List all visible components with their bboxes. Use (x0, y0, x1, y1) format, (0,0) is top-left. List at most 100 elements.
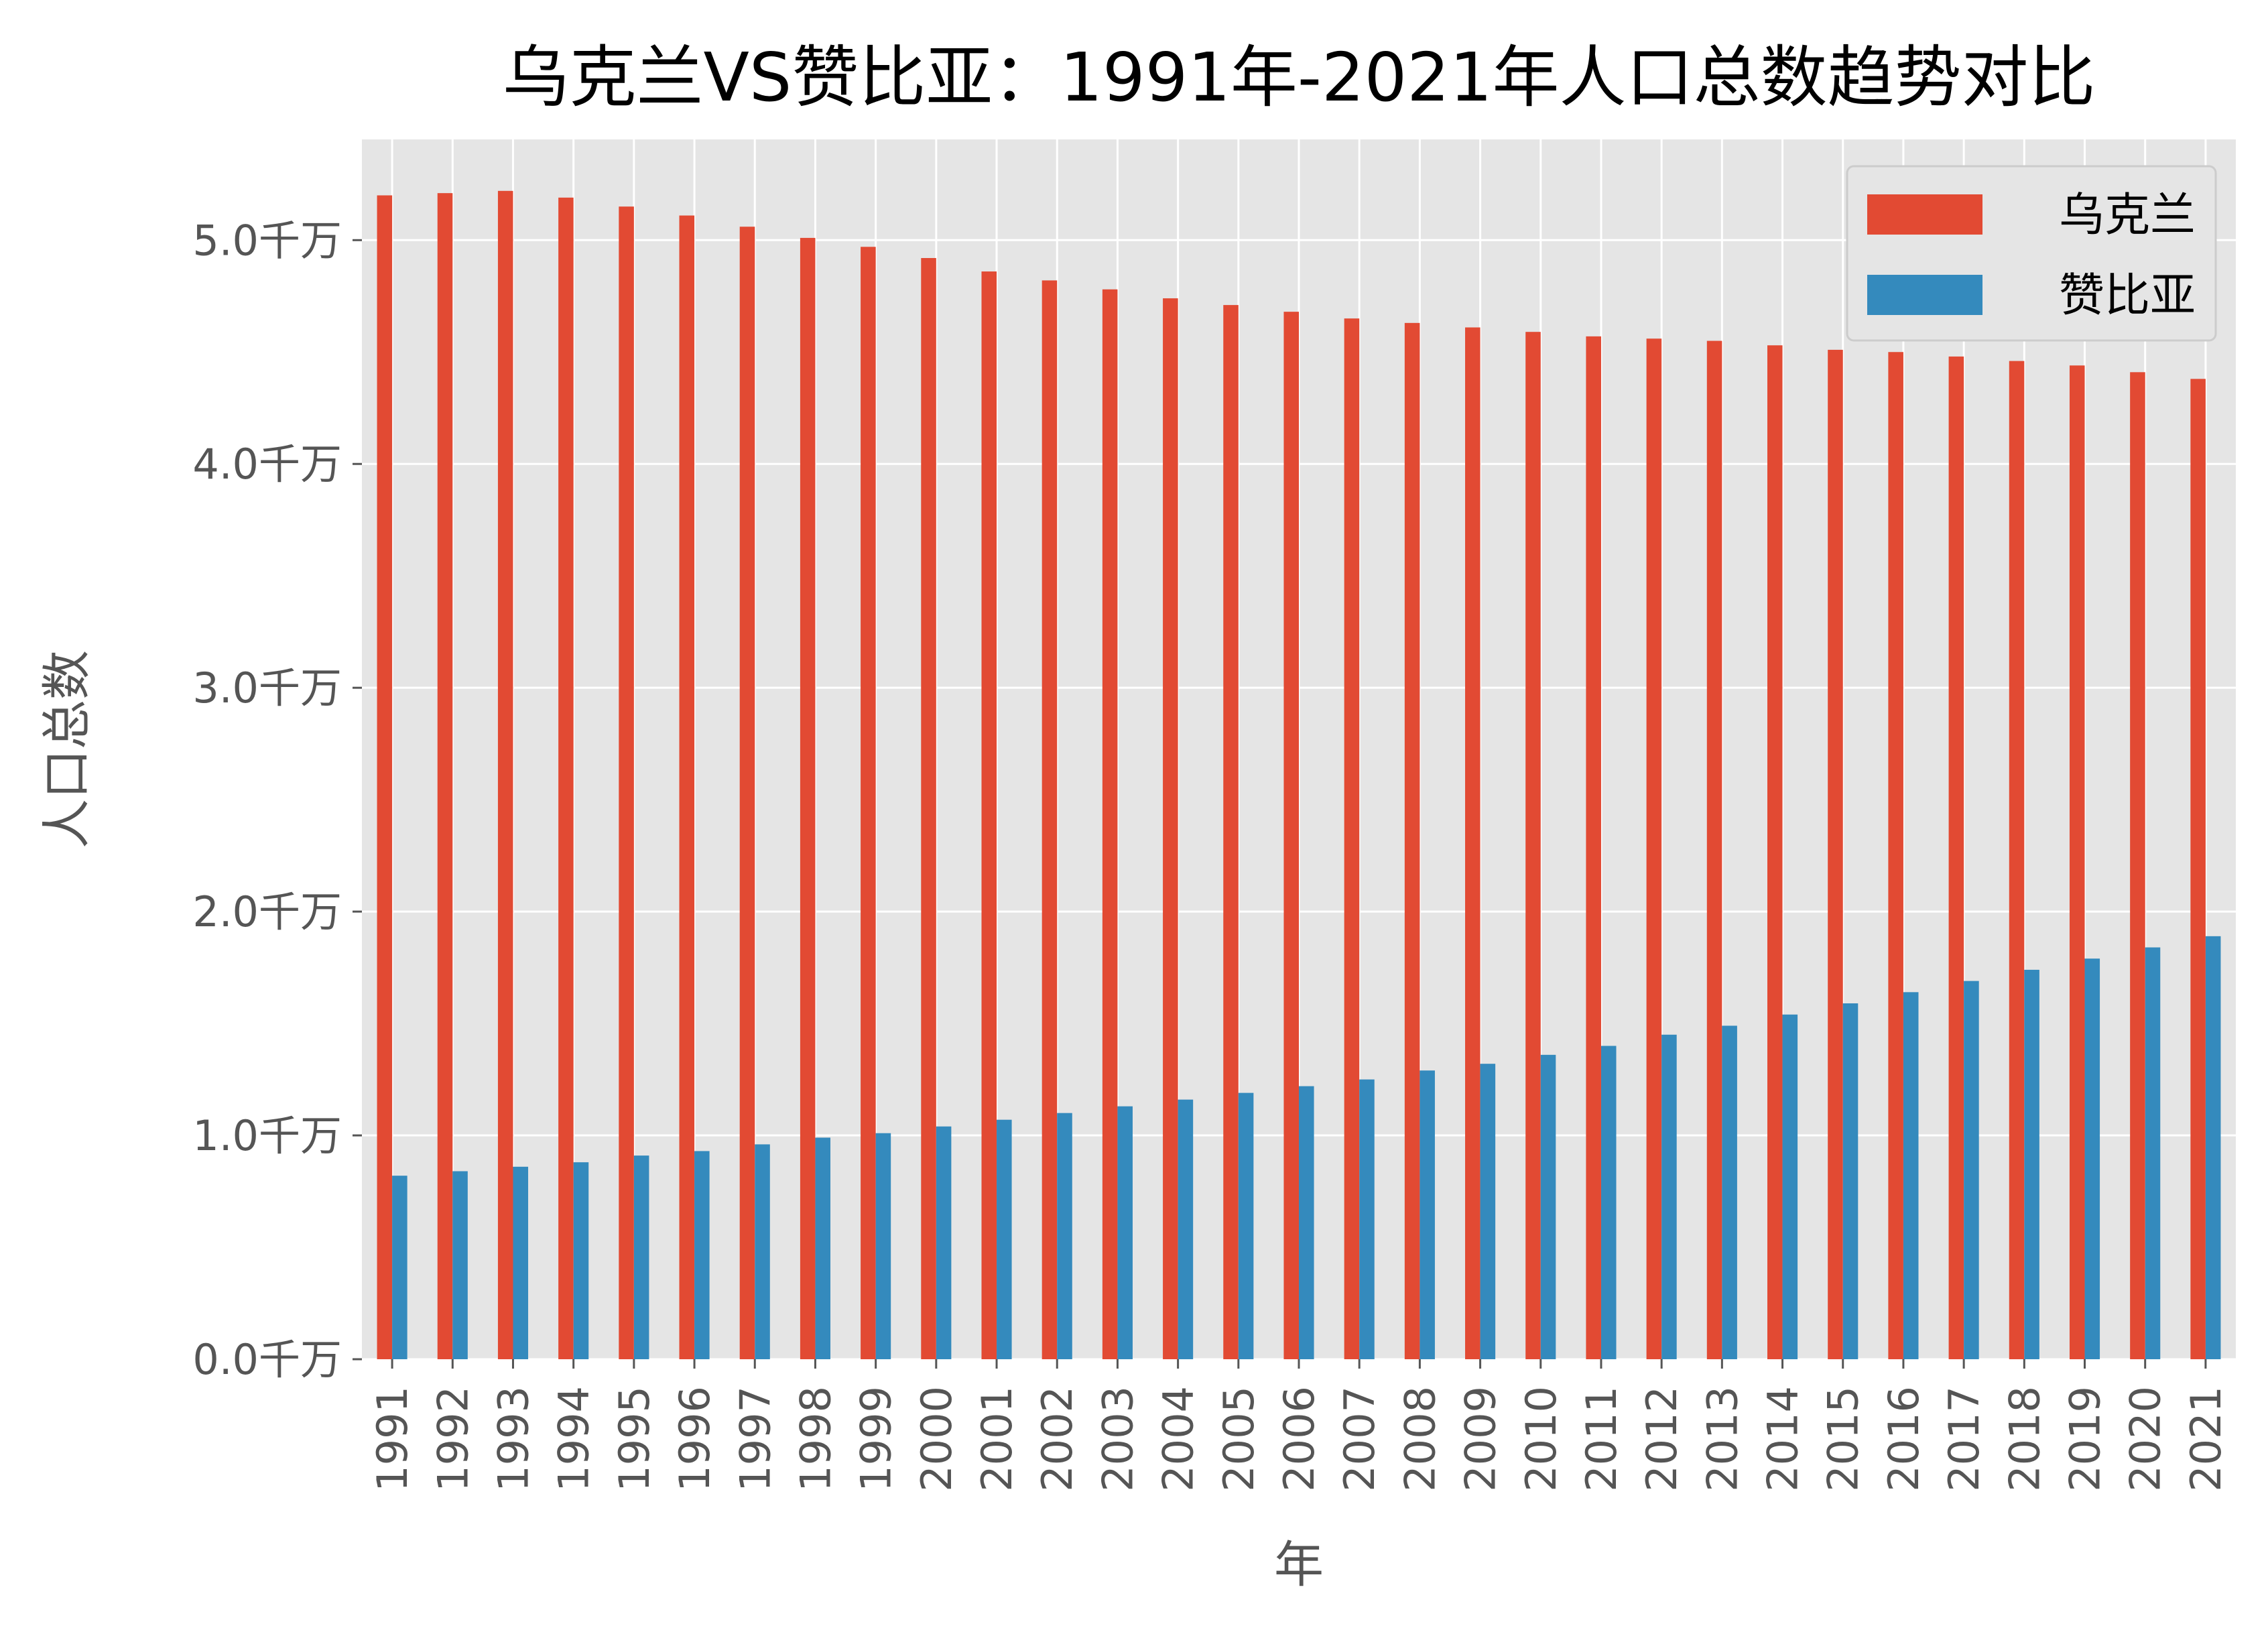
bar-0-1992 (437, 193, 453, 1360)
bar-0-1998 (800, 237, 816, 1359)
bar-0-2000 (921, 257, 936, 1359)
bar-0-2020 (2130, 372, 2145, 1359)
bar-0-2019 (2069, 365, 2085, 1359)
x-tick-label: 2001 (972, 1386, 1021, 1492)
bar-1-2021 (2205, 936, 2221, 1359)
x-tick-label: 2011 (1577, 1386, 1626, 1492)
bar-1-2015 (1842, 1003, 1858, 1359)
x-tick-label: 1998 (791, 1386, 840, 1492)
x-tick-label: 2004 (1154, 1386, 1203, 1492)
bar-1-2008 (1420, 1070, 1435, 1359)
x-tick-label: 1993 (489, 1386, 538, 1492)
x-tick-label: 2012 (1637, 1386, 1686, 1492)
bar-0-2015 (1828, 349, 1843, 1360)
x-tick-label: 2009 (1456, 1386, 1505, 1492)
x-tick-label: 2018 (2000, 1386, 2049, 1492)
x-tick-label: 2020 (2121, 1386, 2170, 1492)
bar-0-2006 (1283, 312, 1299, 1360)
x-tick-label: 1992 (428, 1386, 477, 1492)
bar-0-2017 (1948, 356, 1964, 1359)
bar-1-2018 (2024, 969, 2039, 1359)
bar-1-2013 (1722, 1025, 1737, 1359)
x-tick-label: 2017 (1940, 1386, 1989, 1492)
bar-1-1996 (694, 1151, 710, 1359)
y-axis-label: 人口总数 (38, 650, 96, 849)
bar-1-2011 (1600, 1046, 1617, 1359)
legend-swatch-0 (1867, 194, 1982, 235)
bar-1-2016 (1903, 992, 1919, 1359)
bar-1-1994 (573, 1162, 589, 1359)
bar-1-2001 (997, 1119, 1012, 1359)
bar-0-2021 (2190, 379, 2206, 1360)
x-axis: 1991 1992 1993 1994 1995 1996 1997 1998 1999 2000… (368, 1359, 2230, 1492)
x-tick-label: 2007 (1335, 1386, 1384, 1492)
x-tick-label: 1994 (550, 1386, 598, 1492)
bar-1-2003 (1117, 1106, 1133, 1359)
bar-0-2004 (1163, 298, 1178, 1359)
x-tick-label: 1997 (731, 1386, 779, 1492)
bar-1-1997 (755, 1144, 770, 1359)
bar-series-0 (377, 190, 2206, 1360)
x-tick-label: 1991 (368, 1386, 417, 1492)
chart-title: 乌克兰VS赞比亚：1991年-2021年人口总数趋势对比 (503, 38, 2096, 117)
bar-0-2002 (1042, 280, 1058, 1360)
legend-label-1: 赞比亚 (2059, 269, 2196, 322)
bar-1-1995 (633, 1155, 649, 1359)
bar-series-1 (392, 936, 2221, 1359)
bar-0-2014 (1767, 345, 1783, 1359)
x-tick-label: 1996 (670, 1386, 719, 1492)
bar-0-2005 (1223, 305, 1239, 1359)
y-axis: 0.0千万 1.0千万 2.0千万 3.0千万 4.0千万 5.0千万 (192, 216, 362, 1384)
x-tick-label: 2002 (1033, 1386, 1082, 1492)
bar-0-2012 (1646, 338, 1662, 1360)
x-tick-label: 2005 (1214, 1386, 1263, 1492)
bar-1-1993 (513, 1166, 529, 1359)
x-tick-label: 1995 (610, 1386, 659, 1492)
x-tick-label: 2010 (1517, 1386, 1566, 1492)
y-tick-label: 3.0千万 (192, 664, 342, 712)
bar-1-2009 (1480, 1064, 1496, 1359)
bar-1-2019 (2084, 958, 2100, 1359)
x-tick-label: 2013 (1698, 1386, 1747, 1492)
bar-1-2017 (1964, 981, 1979, 1359)
x-tick-label: 2016 (1879, 1386, 1928, 1492)
bar-1-1991 (392, 1176, 407, 1359)
bar-1-2007 (1359, 1079, 1375, 1359)
bar-0-2011 (1586, 336, 1601, 1359)
bar-1-1999 (875, 1133, 891, 1359)
bar-0-2013 (1706, 340, 1722, 1360)
x-tick-label: 2000 (912, 1386, 961, 1492)
bar-0-1997 (739, 227, 755, 1359)
legend-label-0: 乌克兰 (2059, 189, 2196, 242)
bar-1-2012 (1661, 1034, 1677, 1359)
bar-0-2008 (1404, 322, 1420, 1360)
x-tick-label: 2015 (1819, 1386, 1868, 1492)
bar-0-2018 (2009, 361, 2025, 1360)
bar-1-1998 (815, 1137, 830, 1359)
y-tick-label: 1.0千万 (192, 1111, 342, 1160)
x-axis-label: 年 (1274, 1536, 1324, 1594)
x-tick-label: 2003 (1093, 1386, 1142, 1492)
bar-1-2002 (1057, 1113, 1072, 1359)
x-tick-label: 2008 (1395, 1386, 1444, 1492)
bars (377, 190, 2221, 1360)
bar-1-2014 (1782, 1014, 1798, 1359)
x-tick-label: 2021 (2182, 1386, 2230, 1492)
legend-swatch-1 (1867, 275, 1982, 315)
bar-0-2010 (1525, 332, 1541, 1360)
bar-0-1999 (861, 247, 876, 1359)
bar-1-2006 (1299, 1086, 1314, 1359)
bar-0-2016 (1888, 352, 1903, 1359)
y-tick-label: 2.0千万 (192, 887, 342, 936)
x-tick-label: 2006 (1275, 1386, 1324, 1492)
bar-1-2010 (1540, 1054, 1556, 1359)
y-tick-label: 5.0千万 (192, 216, 342, 265)
bar-0-1995 (619, 206, 634, 1359)
x-tick-label: 1999 (852, 1386, 901, 1492)
bar-0-2009 (1465, 327, 1480, 1359)
x-tick-label: 2019 (2061, 1386, 2110, 1492)
bar-0-1993 (497, 190, 513, 1359)
bar-0-1996 (679, 215, 695, 1360)
